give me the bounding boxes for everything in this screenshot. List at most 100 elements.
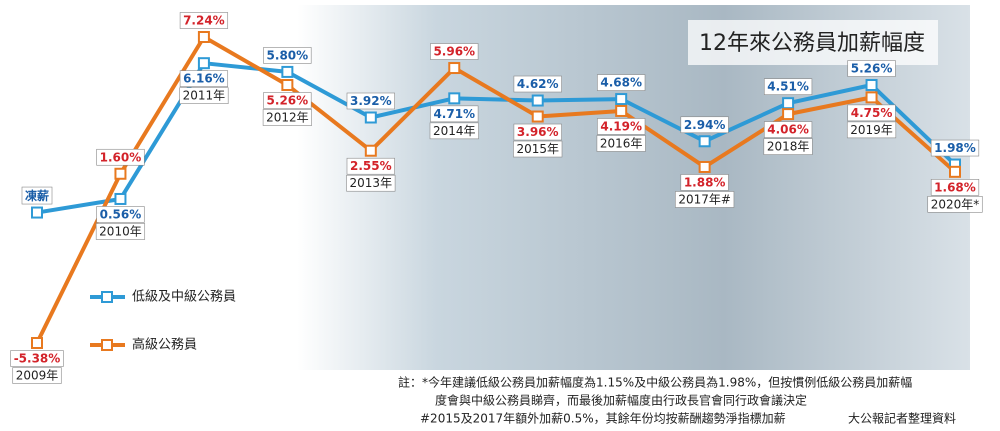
value-label-box — [763, 78, 813, 95]
value-label: 凍薪 — [25, 188, 49, 203]
point — [615, 104, 628, 117]
value-label-box — [263, 47, 312, 64]
point — [114, 192, 127, 205]
value-label-box — [847, 104, 896, 122]
value-label-box — [597, 74, 646, 91]
value-label: 5.26% — [267, 94, 309, 108]
value-label: 2.94% — [684, 118, 726, 132]
point — [448, 62, 461, 75]
value-label: 4.75% — [851, 106, 893, 120]
point — [197, 31, 210, 43]
value-label-box — [680, 174, 729, 191]
x-tick-label-box — [95, 223, 146, 240]
value-label: 4.68% — [600, 76, 642, 90]
value-label: 1.88% — [684, 175, 726, 189]
value-label: 1.98% — [934, 141, 976, 155]
value-label-box — [930, 139, 980, 157]
legend-marker — [101, 291, 113, 303]
value-label-box — [10, 350, 64, 367]
note: 註：*今年建議低級公務員加薪幅度為1.15%及中級公務員為1.98%，但按慣例低… — [398, 375, 912, 390]
value-label: 4.19% — [600, 119, 642, 133]
x-tick-label-box — [179, 87, 229, 104]
value-label-box — [597, 118, 646, 135]
x-tick-label: 2020年* — [931, 197, 980, 211]
x-tick-label: 2017年# — [678, 192, 731, 206]
x-tick-label-box — [262, 109, 312, 126]
point — [782, 108, 795, 121]
point — [31, 206, 43, 219]
value-label-box — [513, 123, 562, 141]
note: 度會與中級公務員睇齊，而最後加薪幅度由行政長官會同行政會議決定 — [435, 393, 807, 408]
photo-area — [150, 5, 970, 370]
x-tick-label-box — [12, 367, 62, 384]
x-tick-label-box — [429, 122, 479, 140]
point — [448, 92, 461, 105]
x-tick-label-box — [346, 174, 396, 192]
x-tick-label: 2019年 — [850, 123, 893, 137]
value-label-box — [96, 148, 145, 166]
point — [281, 79, 294, 92]
value-label-box — [179, 12, 229, 29]
point — [865, 79, 878, 92]
x-tick-label-box — [763, 138, 813, 155]
legend-marker — [101, 339, 113, 351]
title-backdrop — [688, 20, 938, 65]
x-tick-label-box — [846, 121, 897, 139]
point — [698, 135, 711, 148]
value-label: 6.16% — [183, 72, 225, 86]
point — [949, 165, 961, 178]
x-tick-label: 2011年 — [183, 89, 226, 103]
notes-backdrop — [390, 372, 995, 428]
chart-title: 12年來公務員加薪幅度 — [699, 31, 925, 56]
value-label: 1.68% — [934, 180, 976, 194]
x-tick-label-box — [513, 140, 563, 158]
value-label: 2.55% — [350, 159, 392, 173]
point — [31, 337, 43, 349]
x-tick-label: 2016年 — [600, 136, 643, 150]
value-label: 4.06% — [767, 123, 809, 137]
value-label-box — [680, 116, 729, 134]
point — [531, 94, 544, 107]
value-label-box — [430, 105, 479, 123]
value-label-box — [21, 186, 53, 205]
value-label: 5.96% — [433, 45, 475, 59]
x-tick-label-box — [596, 135, 646, 152]
value-label-box — [263, 92, 312, 109]
value-label: 4.51% — [767, 80, 809, 94]
x-tick-label: 2014年 — [433, 124, 476, 138]
x-tick-label-box — [675, 191, 735, 208]
x-tick-label: 2018年 — [767, 140, 810, 154]
series-line — [35, 35, 957, 344]
value-label: 4.62% — [517, 77, 559, 91]
x-tick-label: 2013年 — [350, 176, 393, 190]
value-label: 3.92% — [350, 94, 392, 108]
note: #2015及2017年額外加薪0.5%，其餘年份均按薪酬趨勢淨指標加薪 — [420, 411, 786, 426]
legend-label: 低級及中級公務員 — [132, 290, 236, 305]
x-tick-label: 2015年 — [516, 142, 559, 156]
point — [114, 167, 127, 180]
value-label: 7.24% — [183, 14, 225, 28]
value-label-box — [96, 206, 145, 223]
point — [281, 65, 294, 78]
value-label-box — [847, 60, 896, 77]
value-label-box — [430, 43, 479, 60]
legend-label: 高級公務員 — [132, 337, 197, 353]
value-label-box — [513, 75, 562, 93]
x-tick-label: 2012年 — [266, 111, 309, 125]
value-label: -5.38% — [14, 352, 61, 366]
x-tick-label: 2010年 — [99, 224, 142, 238]
point — [197, 57, 210, 70]
value-label-box — [179, 70, 229, 87]
value-label: 0.56% — [100, 207, 142, 221]
source: 大公報記者整理資料 — [848, 411, 956, 426]
value-label-box — [763, 121, 813, 138]
value-label: 5.26% — [851, 62, 893, 76]
point — [364, 144, 377, 157]
point — [531, 110, 544, 123]
point — [865, 91, 878, 104]
point — [698, 160, 711, 173]
value-label: 1.60% — [100, 150, 142, 164]
value-label-box — [346, 92, 395, 110]
